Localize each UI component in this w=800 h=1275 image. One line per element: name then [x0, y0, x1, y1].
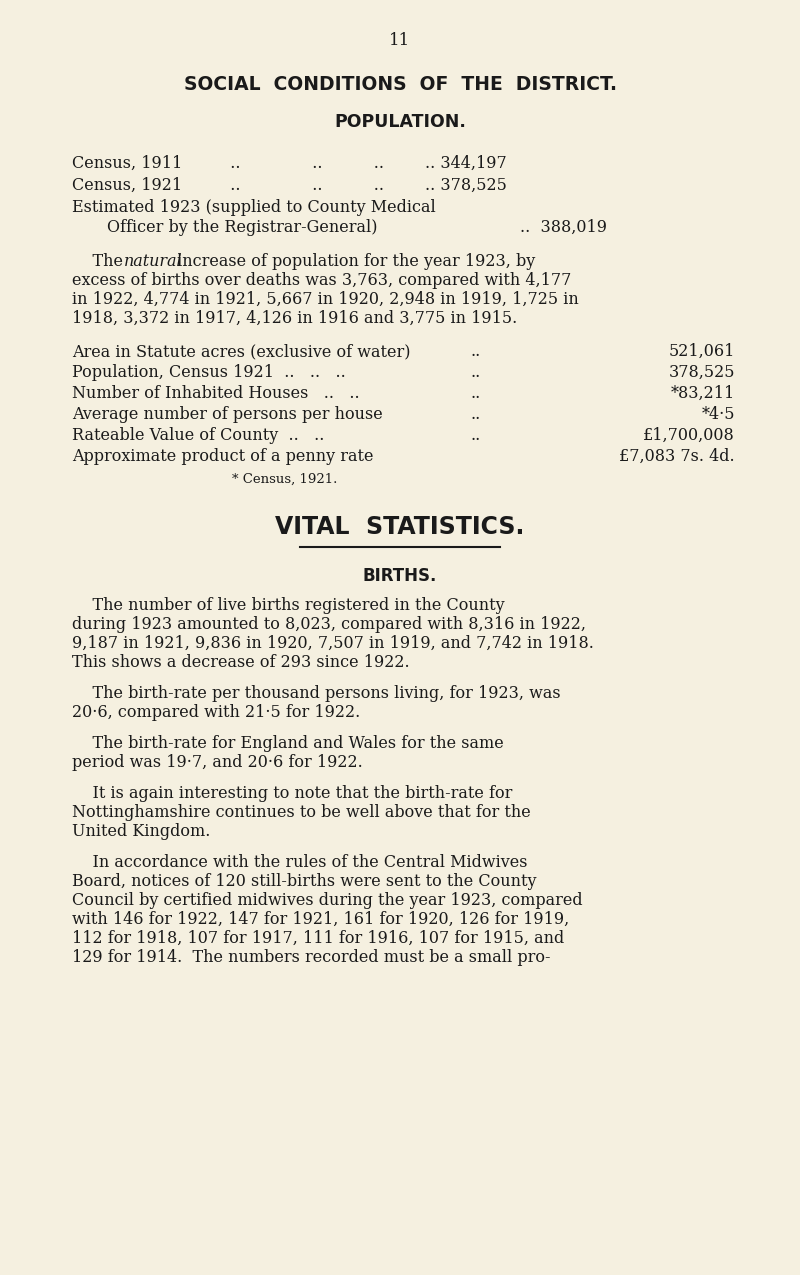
Text: 112 for 1918, 107 for 1917, 111 for 1916, 107 for 1915, and: 112 for 1918, 107 for 1917, 111 for 1916… — [72, 929, 564, 947]
Text: * Census, 1921.: * Census, 1921. — [232, 473, 338, 486]
Text: £1,700,008: £1,700,008 — [643, 427, 735, 444]
Text: natural: natural — [124, 252, 182, 270]
Text: £7,083 7s. 4d.: £7,083 7s. 4d. — [619, 448, 735, 465]
Text: Officer by the Registrar-General): Officer by the Registrar-General) — [107, 219, 378, 236]
Text: SOCIAL  CONDITIONS  OF  THE  DISTRICT.: SOCIAL CONDITIONS OF THE DISTRICT. — [183, 75, 617, 94]
Text: 1918, 3,372 in 1917, 4,126 in 1916 and 3,775 in 1915.: 1918, 3,372 in 1917, 4,126 in 1916 and 3… — [72, 310, 518, 326]
Text: increase of population for the year 1923, by: increase of population for the year 1923… — [172, 252, 535, 270]
Text: ..: .. — [470, 427, 480, 444]
Text: Estimated 1923 (supplied to County Medical: Estimated 1923 (supplied to County Medic… — [72, 199, 436, 215]
Text: Census, 1911: Census, 1911 — [72, 156, 182, 172]
Text: POPULATION.: POPULATION. — [334, 113, 466, 131]
Text: The birth-rate for England and Wales for the same: The birth-rate for England and Wales for… — [72, 734, 504, 752]
Text: 521,061: 521,061 — [669, 343, 735, 360]
Text: Council by certified midwives during the year 1923, compared: Council by certified midwives during the… — [72, 892, 582, 909]
Text: Board, notices of 120 still-births were sent to the County: Board, notices of 120 still-births were … — [72, 873, 537, 890]
Text: ..: .. — [470, 343, 480, 360]
Text: 129 for 1914.  The numbers recorded must be a small pro-: 129 for 1914. The numbers recorded must … — [72, 949, 550, 966]
Text: ..              ..          ..        .. 378,525: .. .. .. .. 378,525 — [220, 177, 507, 194]
Text: It is again interesting to note that the birth-rate for: It is again interesting to note that the… — [72, 785, 512, 802]
Text: ..              ..          ..        .. 344,197: .. .. .. .. 344,197 — [220, 156, 506, 172]
Text: Area in Statute acres (exclusive of water): Area in Statute acres (exclusive of wate… — [72, 343, 410, 360]
Text: in 1922, 4,774 in 1921, 5,667 in 1920, 2,948 in 1919, 1,725 in: in 1922, 4,774 in 1921, 5,667 in 1920, 2… — [72, 291, 578, 309]
Text: excess of births over deaths was 3,763, compared with 4,177: excess of births over deaths was 3,763, … — [72, 272, 571, 289]
Text: The number of live births registered in the County: The number of live births registered in … — [72, 597, 505, 615]
Text: ..  388,019: .. 388,019 — [520, 219, 607, 236]
Text: In accordance with the rules of the Central Midwives: In accordance with the rules of the Cent… — [72, 854, 527, 871]
Text: Number of Inhabited Houses   ..   ..: Number of Inhabited Houses .. .. — [72, 385, 360, 402]
Text: This shows a decrease of 293 since 1922.: This shows a decrease of 293 since 1922. — [72, 654, 410, 671]
Text: ..: .. — [470, 405, 480, 423]
Text: The birth-rate per thousand persons living, for 1923, was: The birth-rate per thousand persons livi… — [72, 685, 561, 703]
Text: 9,187 in 1921, 9,836 in 1920, 7,507 in 1919, and 7,742 in 1918.: 9,187 in 1921, 9,836 in 1920, 7,507 in 1… — [72, 635, 594, 652]
Text: The: The — [72, 252, 128, 270]
Text: ..: .. — [470, 385, 480, 402]
Text: 378,525: 378,525 — [669, 363, 735, 381]
Text: period was 19·7, and 20·6 for 1922.: period was 19·7, and 20·6 for 1922. — [72, 754, 362, 771]
Text: Census, 1921: Census, 1921 — [72, 177, 182, 194]
Text: BIRTHS.: BIRTHS. — [363, 567, 437, 585]
Text: Average number of persons per house: Average number of persons per house — [72, 405, 382, 423]
Text: Nottinghamshire continues to be well above that for the: Nottinghamshire continues to be well abo… — [72, 805, 530, 821]
Text: 20·6, compared with 21·5 for 1922.: 20·6, compared with 21·5 for 1922. — [72, 704, 360, 720]
Text: 11: 11 — [390, 32, 410, 48]
Text: *4·5: *4·5 — [702, 405, 735, 423]
Text: Rateable Value of County  ..   ..: Rateable Value of County .. .. — [72, 427, 324, 444]
Text: *83,211: *83,211 — [670, 385, 735, 402]
Text: during 1923 amounted to 8,023, compared with 8,316 in 1922,: during 1923 amounted to 8,023, compared … — [72, 616, 586, 632]
Text: VITAL  STATISTICS.: VITAL STATISTICS. — [275, 515, 525, 539]
Text: with 146 for 1922, 147 for 1921, 161 for 1920, 126 for 1919,: with 146 for 1922, 147 for 1921, 161 for… — [72, 912, 570, 928]
Text: Population, Census 1921  ..   ..   ..: Population, Census 1921 .. .. .. — [72, 363, 346, 381]
Text: ..: .. — [470, 363, 480, 381]
Text: Approximate product of a penny rate: Approximate product of a penny rate — [72, 448, 374, 465]
Text: United Kingdom.: United Kingdom. — [72, 822, 210, 840]
